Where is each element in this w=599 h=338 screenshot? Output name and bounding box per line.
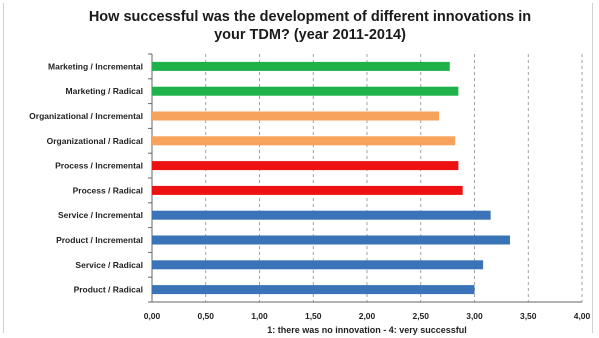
category-label: Service / Radical — [75, 260, 143, 270]
bar — [152, 86, 459, 96]
x-tick-label: 1,00 — [251, 311, 268, 321]
chart-frame — [3, 3, 593, 333]
chart-title-line-1: How successful was the development of di… — [88, 9, 532, 25]
x-tick-label: 0,00 — [144, 311, 161, 321]
chart-title-line-2: your TDM? (year 2011-2014) — [214, 27, 406, 43]
bar — [152, 61, 450, 71]
bar — [152, 185, 463, 195]
bar — [152, 260, 484, 270]
category-label: Process / Incremental — [55, 161, 143, 171]
bar — [152, 136, 456, 146]
x-tick-label: 2,00 — [359, 311, 376, 321]
category-label: Process / Radical — [73, 185, 143, 195]
x-tick-label: 3,50 — [520, 311, 537, 321]
bar — [152, 235, 510, 245]
category-label: Organizational / Incremental — [29, 111, 143, 121]
category-label: Service / Incremental — [58, 210, 143, 220]
bar — [152, 161, 459, 171]
x-tick-label: 0,50 — [197, 311, 214, 321]
x-tick-label: 4,00 — [574, 311, 591, 321]
category-label: Organizational / Radical — [47, 136, 143, 146]
category-label: Product / Incremental — [56, 235, 143, 245]
x-tick-label: 1,50 — [305, 311, 322, 321]
x-tick-label: 2,50 — [412, 311, 429, 321]
bar — [152, 111, 440, 121]
category-label: Marketing / Radical — [66, 86, 143, 96]
x-tick-label: 3,00 — [466, 311, 483, 321]
bar — [152, 285, 475, 295]
category-label: Marketing / Incremental — [48, 61, 143, 71]
x-axis-label: 1: there was no innovation - 4: very suc… — [267, 325, 467, 335]
bar — [152, 210, 491, 220]
category-label: Product / Radical — [74, 285, 143, 295]
